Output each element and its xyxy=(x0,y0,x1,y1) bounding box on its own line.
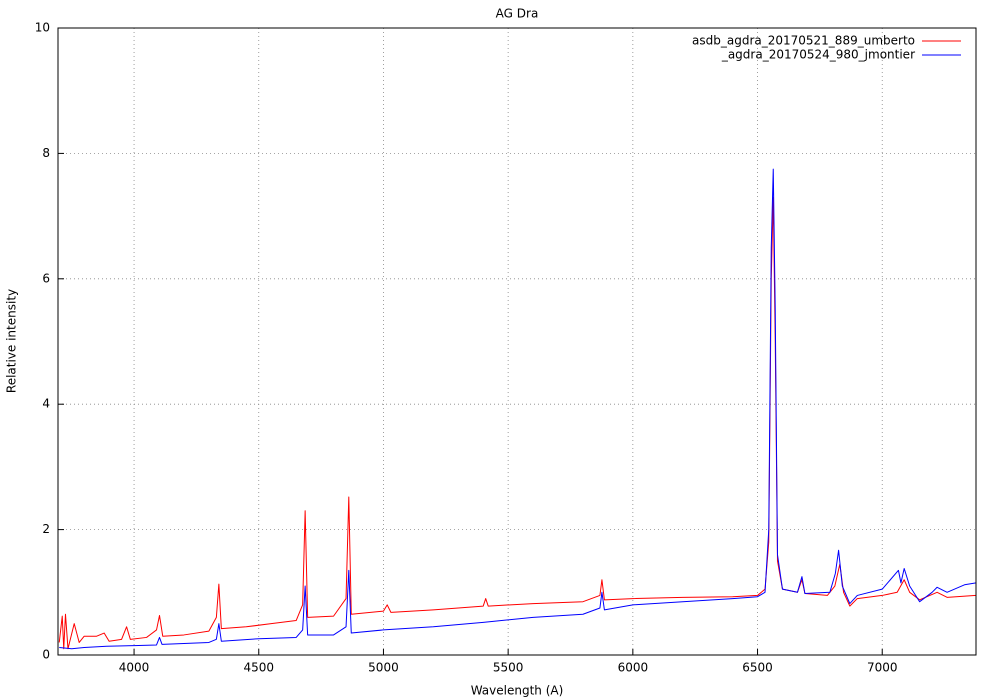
plot-frame xyxy=(57,27,977,656)
y-axis-label: Relative intensity xyxy=(5,289,19,393)
x-tick-label: 4000 xyxy=(119,661,150,675)
y-tick-label: 8 xyxy=(42,146,50,160)
legend-label: _agdra_20170524_980_jmontier xyxy=(721,48,915,62)
x-tick-label: 5500 xyxy=(493,661,524,675)
y-tick-label: 4 xyxy=(42,397,50,411)
y-tick-label: 2 xyxy=(42,522,50,536)
y-tick-label: 0 xyxy=(42,648,50,662)
x-tick-label: 5000 xyxy=(368,661,399,675)
y-tick-label: 10 xyxy=(35,21,50,35)
series-line xyxy=(58,196,977,650)
x-tick-label: 6000 xyxy=(618,661,649,675)
chart-title: AG Dra xyxy=(496,7,539,21)
x-tick-label: 4500 xyxy=(243,661,274,675)
legend-label: asdb_agdra_20170521_889_umberto xyxy=(692,34,915,48)
x-tick-label: 6500 xyxy=(742,661,773,675)
y-tick-label: 6 xyxy=(42,271,50,285)
x-axis-label: Wavelength (A) xyxy=(471,684,564,698)
series-line xyxy=(59,168,977,650)
x-tick-label: 7000 xyxy=(867,661,898,675)
